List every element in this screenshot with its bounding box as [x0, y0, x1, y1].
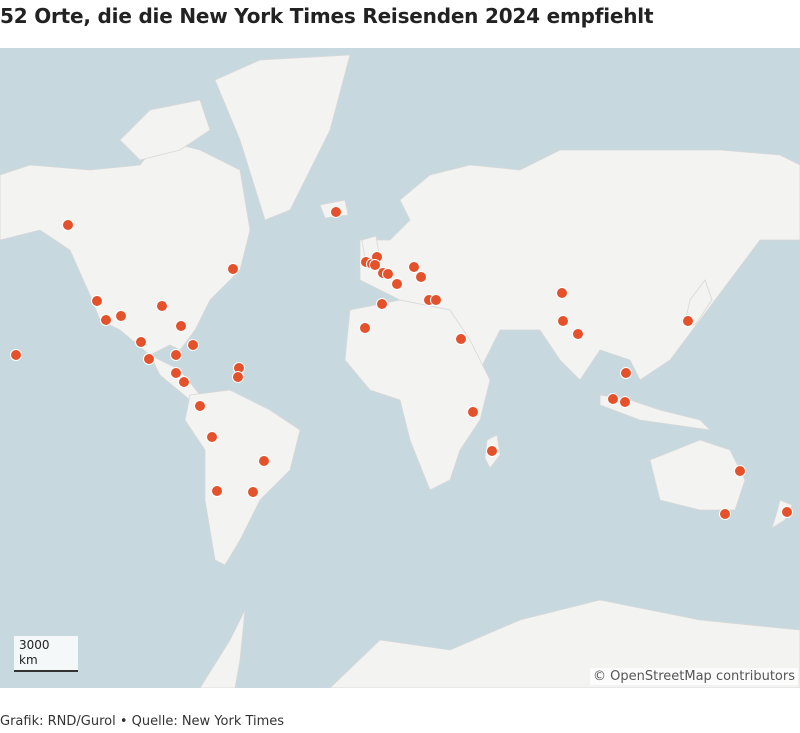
attribution[interactable]: © OpenStreetMap contributors — [590, 668, 798, 685]
place-marker[interactable] — [556, 287, 568, 299]
place-marker[interactable] — [572, 328, 584, 340]
place-marker[interactable] — [455, 333, 467, 345]
place-marker[interactable] — [719, 508, 731, 520]
place-marker[interactable] — [486, 445, 498, 457]
landmass — [214, 54, 351, 221]
place-marker[interactable] — [359, 322, 371, 334]
title: 52 Orte, die die New York Times Reisende… — [0, 4, 654, 28]
place-marker[interactable] — [619, 396, 631, 408]
place-marker[interactable] — [206, 431, 218, 443]
place-marker[interactable] — [62, 219, 74, 231]
place-marker[interactable] — [211, 485, 223, 497]
place-marker[interactable] — [100, 314, 112, 326]
place-marker[interactable] — [408, 261, 420, 273]
place-marker[interactable] — [607, 393, 619, 405]
place-marker[interactable] — [247, 486, 259, 498]
place-marker[interactable] — [734, 465, 746, 477]
landmass — [119, 99, 211, 161]
place-marker[interactable] — [10, 349, 22, 361]
footer-credit: Grafik: RND/Gurol • Quelle: New York Tim… — [0, 714, 285, 729]
place-marker[interactable] — [175, 320, 187, 332]
place-marker[interactable] — [781, 506, 793, 518]
place-marker[interactable] — [620, 367, 632, 379]
place-marker[interactable] — [156, 300, 168, 312]
place-marker[interactable] — [376, 298, 388, 310]
scale-distance: 3000 — [19, 638, 50, 652]
place-marker[interactable] — [330, 206, 342, 218]
place-marker[interactable] — [170, 349, 182, 361]
landmass — [649, 439, 746, 511]
markers — [10, 206, 793, 520]
place-marker[interactable] — [415, 271, 427, 283]
place-marker[interactable] — [682, 315, 694, 327]
place-marker[interactable] — [557, 315, 569, 327]
place-marker[interactable] — [232, 371, 244, 383]
place-marker[interactable] — [430, 294, 442, 306]
place-marker[interactable] — [258, 455, 270, 467]
place-marker[interactable] — [467, 406, 479, 418]
place-marker[interactable] — [391, 278, 403, 290]
place-marker[interactable] — [369, 259, 381, 271]
place-marker[interactable] — [227, 263, 239, 275]
landmass — [329, 599, 800, 688]
place-marker[interactable] — [187, 339, 199, 351]
scale-unit: km — [19, 653, 38, 667]
scale-bar: 3000 km — [14, 636, 78, 672]
landmass — [199, 609, 246, 688]
place-marker[interactable] — [194, 400, 206, 412]
place-marker[interactable] — [170, 367, 182, 379]
place-marker[interactable] — [135, 336, 147, 348]
place-marker[interactable] — [91, 295, 103, 307]
place-marker[interactable] — [143, 353, 155, 365]
place-marker[interactable] — [115, 310, 127, 322]
place-marker[interactable] — [178, 376, 190, 388]
landmass — [344, 299, 491, 491]
map — [0, 48, 800, 688]
place-marker[interactable] — [382, 268, 394, 280]
